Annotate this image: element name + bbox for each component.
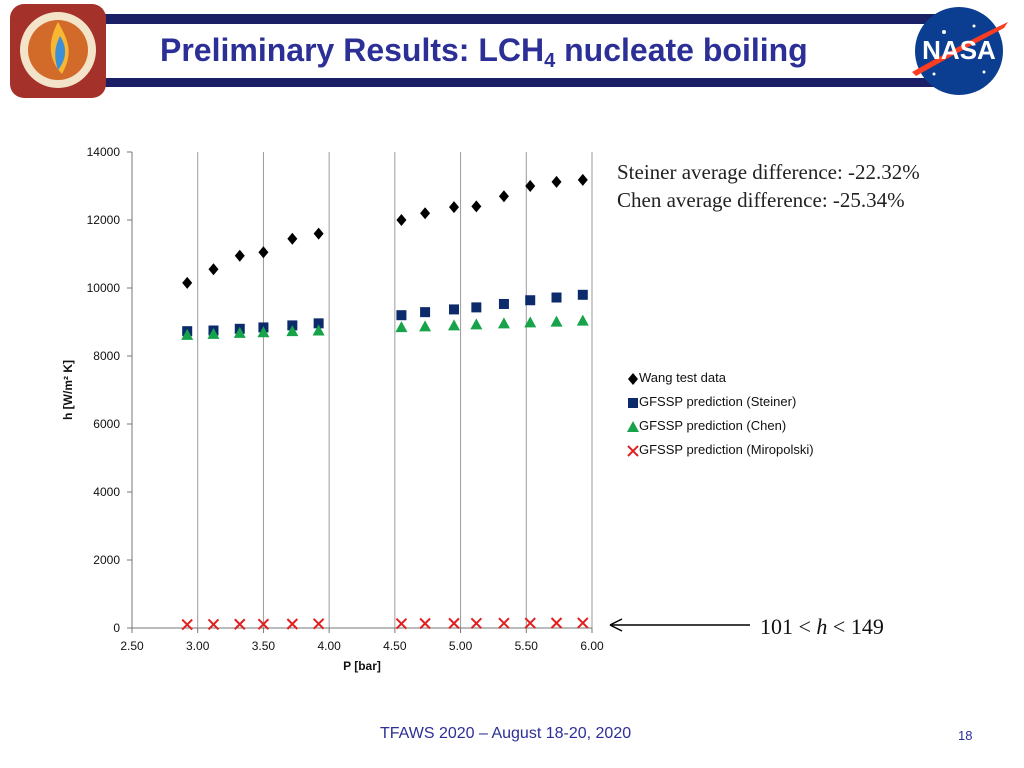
- data-point-diamond: [420, 207, 431, 220]
- data-point-triangle: [550, 315, 563, 327]
- steiner-difference-text: Steiner average difference: -22.32%: [617, 160, 920, 184]
- data-point-diamond: [234, 249, 245, 262]
- data-point-triangle: [286, 325, 299, 337]
- data-point-square: [498, 298, 509, 309]
- data-point-triangle: [257, 326, 270, 338]
- data-point-square: [420, 307, 431, 318]
- y-tick-label: 10000: [87, 281, 121, 295]
- title-bar: Preliminary Results: LCH4 nucleate boili…: [0, 0, 1024, 100]
- data-point-diamond: [471, 200, 482, 213]
- data-point-diamond: [313, 227, 324, 240]
- data-point-x: [395, 617, 408, 630]
- data-point-diamond: [208, 263, 219, 276]
- footer-text: TFAWS 2020 – August 18-20, 2020: [380, 725, 632, 742]
- data-point-square: [471, 302, 482, 313]
- x-tick-label: 6.00: [580, 639, 604, 653]
- data-point-x: [181, 618, 193, 631]
- data-point-triangle: [312, 324, 325, 336]
- data-point-x: [577, 617, 589, 629]
- data-point-square: [525, 295, 536, 306]
- nasa-logo: NASA: [912, 7, 1008, 95]
- data-point-triangle: [419, 320, 432, 332]
- x-tick-label: 4.50: [383, 639, 407, 653]
- range-arrow-head: [609, 618, 623, 632]
- data-point-square: [396, 310, 407, 321]
- data-point-x: [448, 617, 460, 630]
- y-tick-label: 8000: [93, 349, 120, 363]
- data-point-diamond: [258, 246, 269, 259]
- data-point-x: [470, 617, 483, 629]
- data-point-diamond: [449, 201, 459, 214]
- range-annotation: 101 < h < 149: [760, 614, 884, 639]
- data-point-x: [524, 617, 536, 629]
- x-tick-label: 4.00: [317, 639, 341, 653]
- data-point-triangle: [395, 321, 408, 333]
- data-point-diamond: [396, 214, 407, 226]
- legend-marker-square: [628, 398, 638, 408]
- data-point-square: [449, 304, 459, 315]
- page-title: Preliminary Results: LCH4 nucleate boili…: [160, 32, 808, 72]
- data-point-triangle: [576, 314, 589, 326]
- data-point-diamond: [525, 180, 536, 192]
- legend-label: GFSSP prediction (Chen): [639, 418, 787, 433]
- data-point-triangle: [448, 319, 460, 331]
- data-point-x: [550, 617, 563, 629]
- data-point-x: [498, 617, 510, 629]
- data-point-x: [207, 618, 220, 631]
- y-tick-label: 6000: [93, 417, 120, 431]
- y-tick-label: 4000: [93, 485, 120, 499]
- legend-label: Wang test data: [639, 370, 726, 385]
- data-point-x: [419, 617, 431, 630]
- legend-marker-diamond: [628, 373, 638, 385]
- legend-label: GFSSP prediction (Steiner): [639, 394, 797, 409]
- x-tick-label: 5.50: [515, 639, 539, 653]
- data-point-x: [234, 618, 246, 630]
- data-point-diamond: [551, 175, 562, 188]
- data-point-triangle: [233, 326, 246, 338]
- x-axis-label: P [bar]: [343, 659, 381, 673]
- data-point-triangle: [207, 327, 220, 339]
- data-point-diamond: [577, 173, 588, 186]
- y-tick-label: 0: [113, 621, 120, 635]
- data-point-square: [577, 289, 588, 300]
- title-bar-top-stripe: [80, 14, 950, 24]
- title-bar-bottom-stripe: [80, 78, 950, 87]
- x-tick-label: 3.50: [252, 639, 276, 653]
- y-axis-label: h [W/m² K]: [61, 360, 75, 420]
- tfaws-logo: [10, 4, 106, 98]
- y-tick-label: 12000: [87, 213, 121, 227]
- data-point-square: [313, 318, 324, 329]
- data-point-x: [257, 618, 270, 630]
- data-point-x: [312, 618, 325, 630]
- y-tick-label: 2000: [93, 553, 120, 567]
- x-tick-label: 5.00: [449, 639, 473, 653]
- legend-marker-x: [627, 445, 639, 457]
- data-point-triangle: [181, 328, 194, 340]
- chen-difference-text: Chen average difference: -25.34%: [617, 188, 905, 212]
- data-point-triangle: [524, 316, 537, 328]
- x-tick-label: 3.00: [186, 639, 210, 653]
- legend-marker-triangle: [627, 421, 639, 432]
- data-point-diamond: [287, 232, 298, 245]
- x-tick-label: 2.50: [120, 639, 144, 653]
- y-tick-label: 14000: [87, 145, 121, 159]
- data-point-square: [551, 292, 562, 303]
- data-point-diamond: [498, 190, 509, 203]
- page-number: 18: [958, 728, 973, 743]
- data-point-diamond: [182, 276, 193, 289]
- legend-label: GFSSP prediction (Miropolski): [639, 442, 814, 457]
- nasa-logo-text: NASA: [922, 35, 996, 65]
- data-point-triangle: [497, 317, 510, 329]
- data-point-x: [286, 618, 299, 630]
- data-point-triangle: [470, 318, 483, 330]
